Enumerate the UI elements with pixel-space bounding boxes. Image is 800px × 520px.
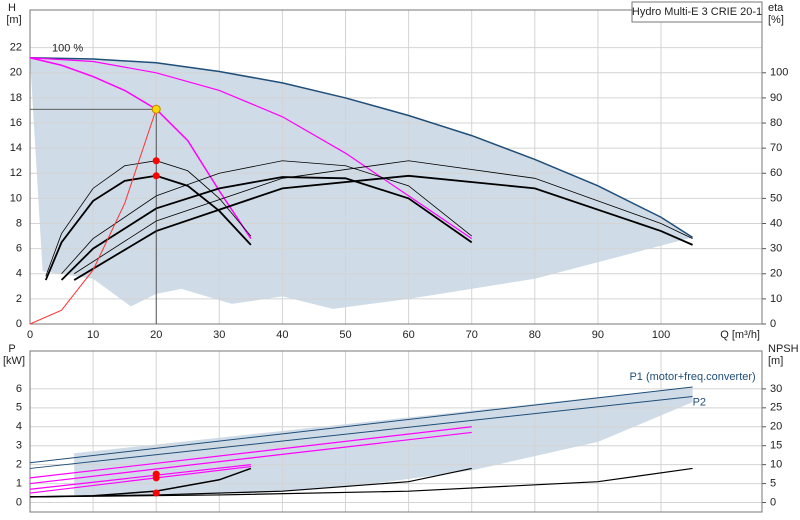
- y2-tick-label: 25: [770, 402, 782, 414]
- y2-tick-label: 10: [770, 459, 782, 471]
- y-tick-label: 5: [16, 402, 22, 414]
- y2-tick-label: 0: [770, 496, 776, 508]
- y2-tick-label: 90: [770, 92, 782, 104]
- y-axis-unit: [m]: [6, 14, 21, 26]
- annotation: 100 %: [52, 43, 83, 55]
- y-tick-label: 6: [16, 383, 22, 395]
- y2-tick-label: 50: [770, 192, 782, 204]
- y-axis-label: P: [8, 343, 15, 355]
- operating-point: [152, 474, 160, 482]
- x-tick-label: 30: [213, 329, 225, 341]
- curve: [29, 465, 251, 494]
- y2-axis-unit: [%]: [768, 14, 784, 26]
- x-tick-label: 20: [150, 329, 162, 341]
- y2-tick-label: 20: [770, 421, 782, 433]
- y2-tick-label: 30: [770, 383, 782, 395]
- y-tick-label: 10: [10, 192, 22, 204]
- y2-tick-label: 30: [770, 243, 782, 255]
- duty-crosshair: [30, 108, 157, 324]
- model-box: [631, 1, 763, 23]
- y-tick-label: 0: [16, 318, 22, 330]
- x-tick-label: 10: [87, 329, 99, 341]
- x-tick-label: 80: [529, 329, 541, 341]
- curve: [29, 426, 472, 479]
- x-tick-label: 50: [339, 329, 351, 341]
- y2-tick-label: 60: [770, 167, 782, 179]
- y-axis-label: H: [8, 2, 16, 14]
- y-tick-label: 0: [16, 496, 22, 508]
- x-tick-label: 70: [466, 329, 478, 341]
- model-name: Hydro Multi-E 3 CRIE 20-1: [632, 6, 762, 18]
- operating-area: [74, 386, 693, 495]
- y-tick-label: 3: [16, 440, 22, 452]
- y-axis-unit: [kW]: [3, 355, 25, 367]
- y-tick-label: 14: [10, 142, 22, 154]
- y2-axis-label: eta: [768, 2, 784, 14]
- y2-tick-label: 40: [770, 217, 782, 229]
- curve: [29, 56, 693, 238]
- y2-axis-label: NPSH: [768, 343, 799, 355]
- plot-frame: [29, 350, 763, 513]
- y-tick-label: 8: [16, 217, 22, 229]
- y-tick-label: 12: [10, 167, 22, 179]
- curve: [60, 176, 473, 281]
- y2-tick-label: 80: [770, 117, 782, 129]
- curve: [29, 109, 157, 325]
- curve: [29, 395, 693, 469]
- y-tick-label: 2: [16, 293, 22, 305]
- operating-point: [152, 157, 160, 165]
- curve: [29, 386, 693, 464]
- y2-tick-label: 100: [770, 67, 788, 79]
- series-label: P1 (motor+freq.converter): [629, 371, 755, 383]
- y-tick-label: 4: [16, 268, 22, 280]
- curve: [44, 174, 252, 281]
- y-tick-label: 20: [10, 67, 22, 79]
- x-tick-label: 40: [276, 329, 288, 341]
- y-tick-label: 6: [16, 243, 22, 255]
- curve: [29, 464, 251, 490]
- y-tick-label: 4: [16, 421, 22, 433]
- y2-tick-label: 15: [770, 440, 782, 452]
- y2-tick-label: 70: [770, 142, 782, 154]
- y2-tick-label: 0: [770, 318, 776, 330]
- curve: [29, 431, 472, 485]
- y-tick-label: 1: [16, 477, 22, 489]
- y2-axis-unit: [m]: [768, 355, 783, 367]
- operating-point: [151, 104, 161, 114]
- y2-tick-label: 5: [770, 477, 776, 489]
- plot-frame: [29, 9, 763, 325]
- x-tick-label: 100: [652, 329, 670, 341]
- y2-tick-label: 10: [770, 293, 782, 305]
- y-tick-label: 18: [10, 92, 22, 104]
- curve: [29, 56, 252, 240]
- operating-point: [152, 489, 160, 497]
- x-tick-label: 60: [402, 329, 414, 341]
- curve: [29, 57, 473, 240]
- operating-point: [152, 172, 160, 180]
- y-tick-label: 2: [16, 459, 22, 471]
- x-tick-label: 0: [27, 329, 33, 341]
- y2-tick-label: 20: [770, 268, 782, 280]
- x-tick-label: 90: [592, 329, 604, 341]
- series-label: P2: [693, 396, 706, 408]
- x-axis-label: Q [m³/h]: [720, 329, 760, 341]
- y-tick-label: 16: [10, 117, 22, 129]
- curve: [61, 160, 472, 275]
- curve: [45, 160, 252, 277]
- y-tick-label: 22: [10, 42, 22, 54]
